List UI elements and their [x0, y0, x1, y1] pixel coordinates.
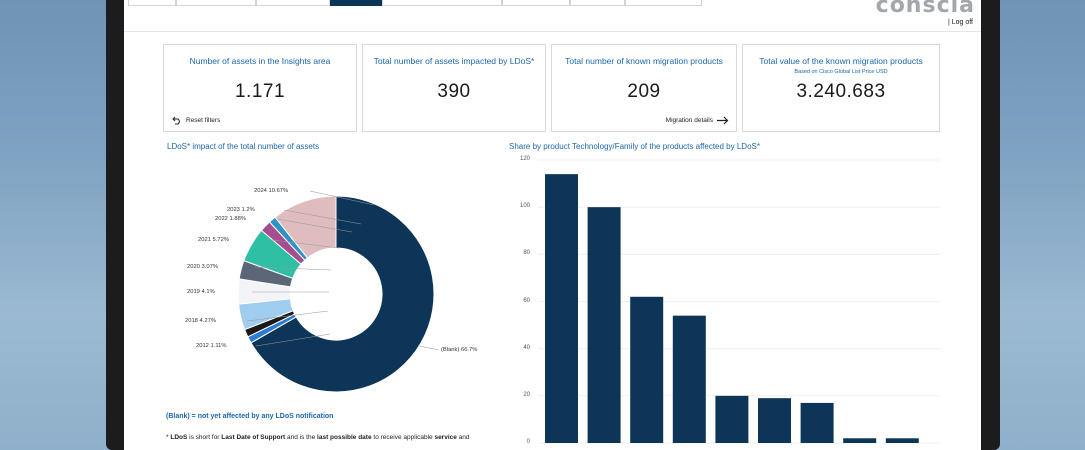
donut-label-2023: 2023 1.2% — [227, 207, 255, 213]
donut-leader-line — [255, 333, 331, 347]
bar-chart — [538, 159, 940, 444]
nav-tab-3[interactable] — [256, 0, 330, 6]
logoff-link[interactable]: | Log off — [947, 19, 973, 26]
y-tick-label: 80 — [523, 250, 530, 257]
migration-details-label: Migration details — [665, 117, 713, 124]
nav-tab-8[interactable] — [625, 0, 702, 6]
bar-1[interactable] — [545, 174, 578, 443]
bar-8[interactable] — [843, 438, 877, 443]
ldos-footnote: * LDoS is short for Last Date of Support… — [166, 434, 470, 441]
donut-label-2022: 2022 1.88% — [215, 216, 246, 222]
kpi-title: Total number of assets impacted by LDoS* — [373, 56, 535, 66]
nav-tab-6[interactable] — [502, 0, 570, 6]
y-tick-label: 120 — [519, 156, 530, 162]
donut-leader-line — [276, 218, 353, 233]
kpi-card-total-value: Total value of the known migration produ… — [742, 44, 940, 132]
kpi-title: Number of assets in the Insights area — [189, 56, 331, 66]
donut-label-2019: 2019 4.1% — [187, 289, 215, 295]
bar-3[interactable] — [630, 296, 664, 443]
header-divider — [124, 31, 981, 32]
y-tick-label: 100 — [519, 203, 530, 210]
kpi-card-assets: Number of assets in the Insights area 1.… — [163, 44, 357, 132]
nav-tabs — [128, 0, 702, 6]
donut-slice-2024[interactable] — [274, 195, 337, 259]
donut-leader-line — [418, 345, 440, 351]
kpi-title: Total value of the known migration produ… — [759, 56, 923, 66]
bar-9[interactable] — [885, 438, 919, 443]
donut-slice-blank[interactable] — [250, 195, 435, 393]
donut-label-2021: 2021 5.72% — [198, 237, 229, 243]
donut-leader-line — [246, 310, 329, 322]
donut-label-2012: 2012 1.11% — [196, 343, 227, 349]
bar-chart-title: Share by product Technology/Family of th… — [509, 142, 760, 151]
bar-6[interactable] — [758, 398, 791, 443]
nav-tab-5[interactable] — [382, 0, 502, 6]
kpi-subtitle: Based on Cisco Global List Price USD — [794, 69, 888, 75]
kpi-card-migration-products: Total number of known migration products… — [551, 44, 737, 132]
blank-note: (Blank) = not yet affected by any LDoS n… — [166, 413, 334, 420]
bar-4[interactable] — [672, 315, 706, 443]
reset-filters-label: Reset filters — [186, 117, 221, 124]
bar-5[interactable] — [715, 395, 749, 443]
conscia-logo: conscia — [875, 0, 975, 18]
dashboard-screen: conscia | Log off Number of assets in th… — [124, 0, 981, 450]
y-tick-label: 60 — [523, 297, 530, 304]
bar-2[interactable] — [587, 207, 621, 443]
donut-leader-line — [254, 266, 332, 271]
kpi-value: 390 — [437, 81, 471, 102]
kpi-title: Total number of known migration products — [565, 56, 723, 66]
kpi-value: 3.240.683 — [796, 81, 886, 102]
arrow-right-icon — [717, 116, 729, 125]
migration-details-button[interactable]: Migration details — [666, 116, 729, 125]
donut-label-2024: 2024 10.67% — [254, 188, 289, 194]
kpi-value: 209 — [627, 81, 661, 102]
nav-tab-7[interactable] — [570, 0, 625, 6]
y-tick-label: 0 — [526, 439, 530, 445]
donut-label-2018: 2018 4.27% — [185, 318, 216, 324]
donut-label-2020: 2020 3.07% — [187, 264, 218, 270]
reset-filters-button[interactable]: Reset filters — [172, 116, 220, 125]
nav-tab-1[interactable] — [128, 0, 176, 6]
bar-7[interactable] — [800, 402, 834, 443]
undo-icon — [172, 116, 180, 125]
y-tick-label: 40 — [523, 344, 530, 351]
donut-label-blank: (Blank) 66.7% — [441, 347, 478, 353]
nav-tab-active[interactable] — [330, 0, 382, 6]
donut-chart-title: LDoS* impact of the total number of asse… — [167, 142, 320, 151]
donut-leader-line — [271, 239, 340, 249]
y-tick-label: 20 — [523, 391, 530, 398]
kpi-card-impacted: Total number of assets impacted by LDoS*… — [362, 44, 546, 132]
donut-chart — [237, 190, 440, 393]
donut-leader-line — [309, 190, 375, 206]
kpi-value: 1.171 — [234, 81, 286, 102]
donut-leader-line — [283, 209, 362, 225]
nav-tab-2[interactable] — [176, 0, 256, 6]
